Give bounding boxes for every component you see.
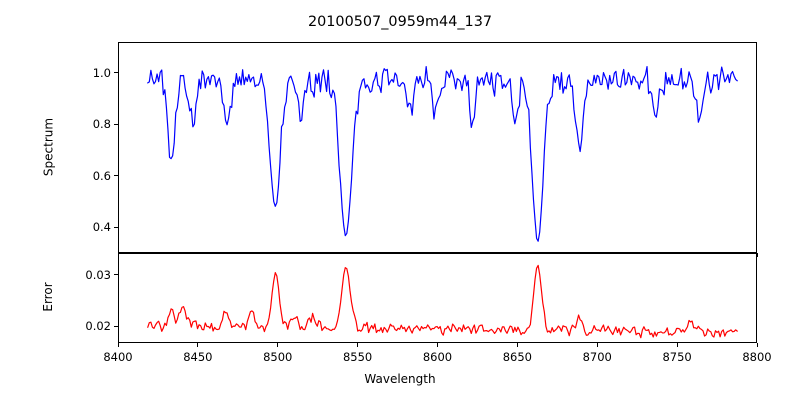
x-tick-mark <box>516 343 518 347</box>
y-tick-mark <box>114 226 118 228</box>
x-tick-label: 8800 <box>742 350 772 364</box>
x-tick-mark <box>756 343 758 347</box>
spectrum-axes <box>118 42 757 253</box>
x-tick-label: 8750 <box>662 350 692 364</box>
spectrum-line-plot <box>147 66 738 242</box>
y-tick-label: 0.03 <box>85 267 111 282</box>
x-tick-mark <box>197 343 199 347</box>
spectrum-y-axis-label: Spectrum <box>41 117 55 176</box>
x-tick-label: 8600 <box>422 350 453 364</box>
y-tick-label: 0.8 <box>92 117 111 132</box>
y-tick-label: 0.4 <box>92 220 111 235</box>
y-tick-mark <box>114 175 118 177</box>
x-tick-mark <box>676 343 678 347</box>
x-axis-label: Wavelength <box>364 372 436 386</box>
y-tick-mark <box>114 325 118 328</box>
x-tick-mark <box>756 253 758 257</box>
error-axes <box>118 253 757 343</box>
figure-title: 20100507_0959m44_137 <box>307 14 493 30</box>
error-y-axis-label: Error <box>41 282 55 312</box>
y-tick-label: 0.02 <box>85 319 111 334</box>
y-tick-mark <box>114 123 118 125</box>
x-tick-label: 8450 <box>183 350 213 364</box>
y-tick-label: 0.6 <box>92 168 111 183</box>
x-tick-mark <box>437 343 439 347</box>
x-tick-mark <box>357 343 359 347</box>
x-tick-label: 8550 <box>342 350 373 364</box>
error-line-plot <box>147 264 738 339</box>
x-tick-mark <box>117 343 119 347</box>
y-tick-label: 1.0 <box>92 65 111 80</box>
x-tick-mark <box>277 343 279 347</box>
x-tick-label: 8650 <box>502 350 533 364</box>
x-tick-label: 8400 <box>103 350 133 364</box>
x-tick-mark <box>596 343 598 347</box>
x-tick-label: 8500 <box>263 350 293 364</box>
x-tick-label: 8700 <box>582 350 612 364</box>
y-tick-mark <box>114 274 118 276</box>
y-tick-mark <box>114 72 118 74</box>
